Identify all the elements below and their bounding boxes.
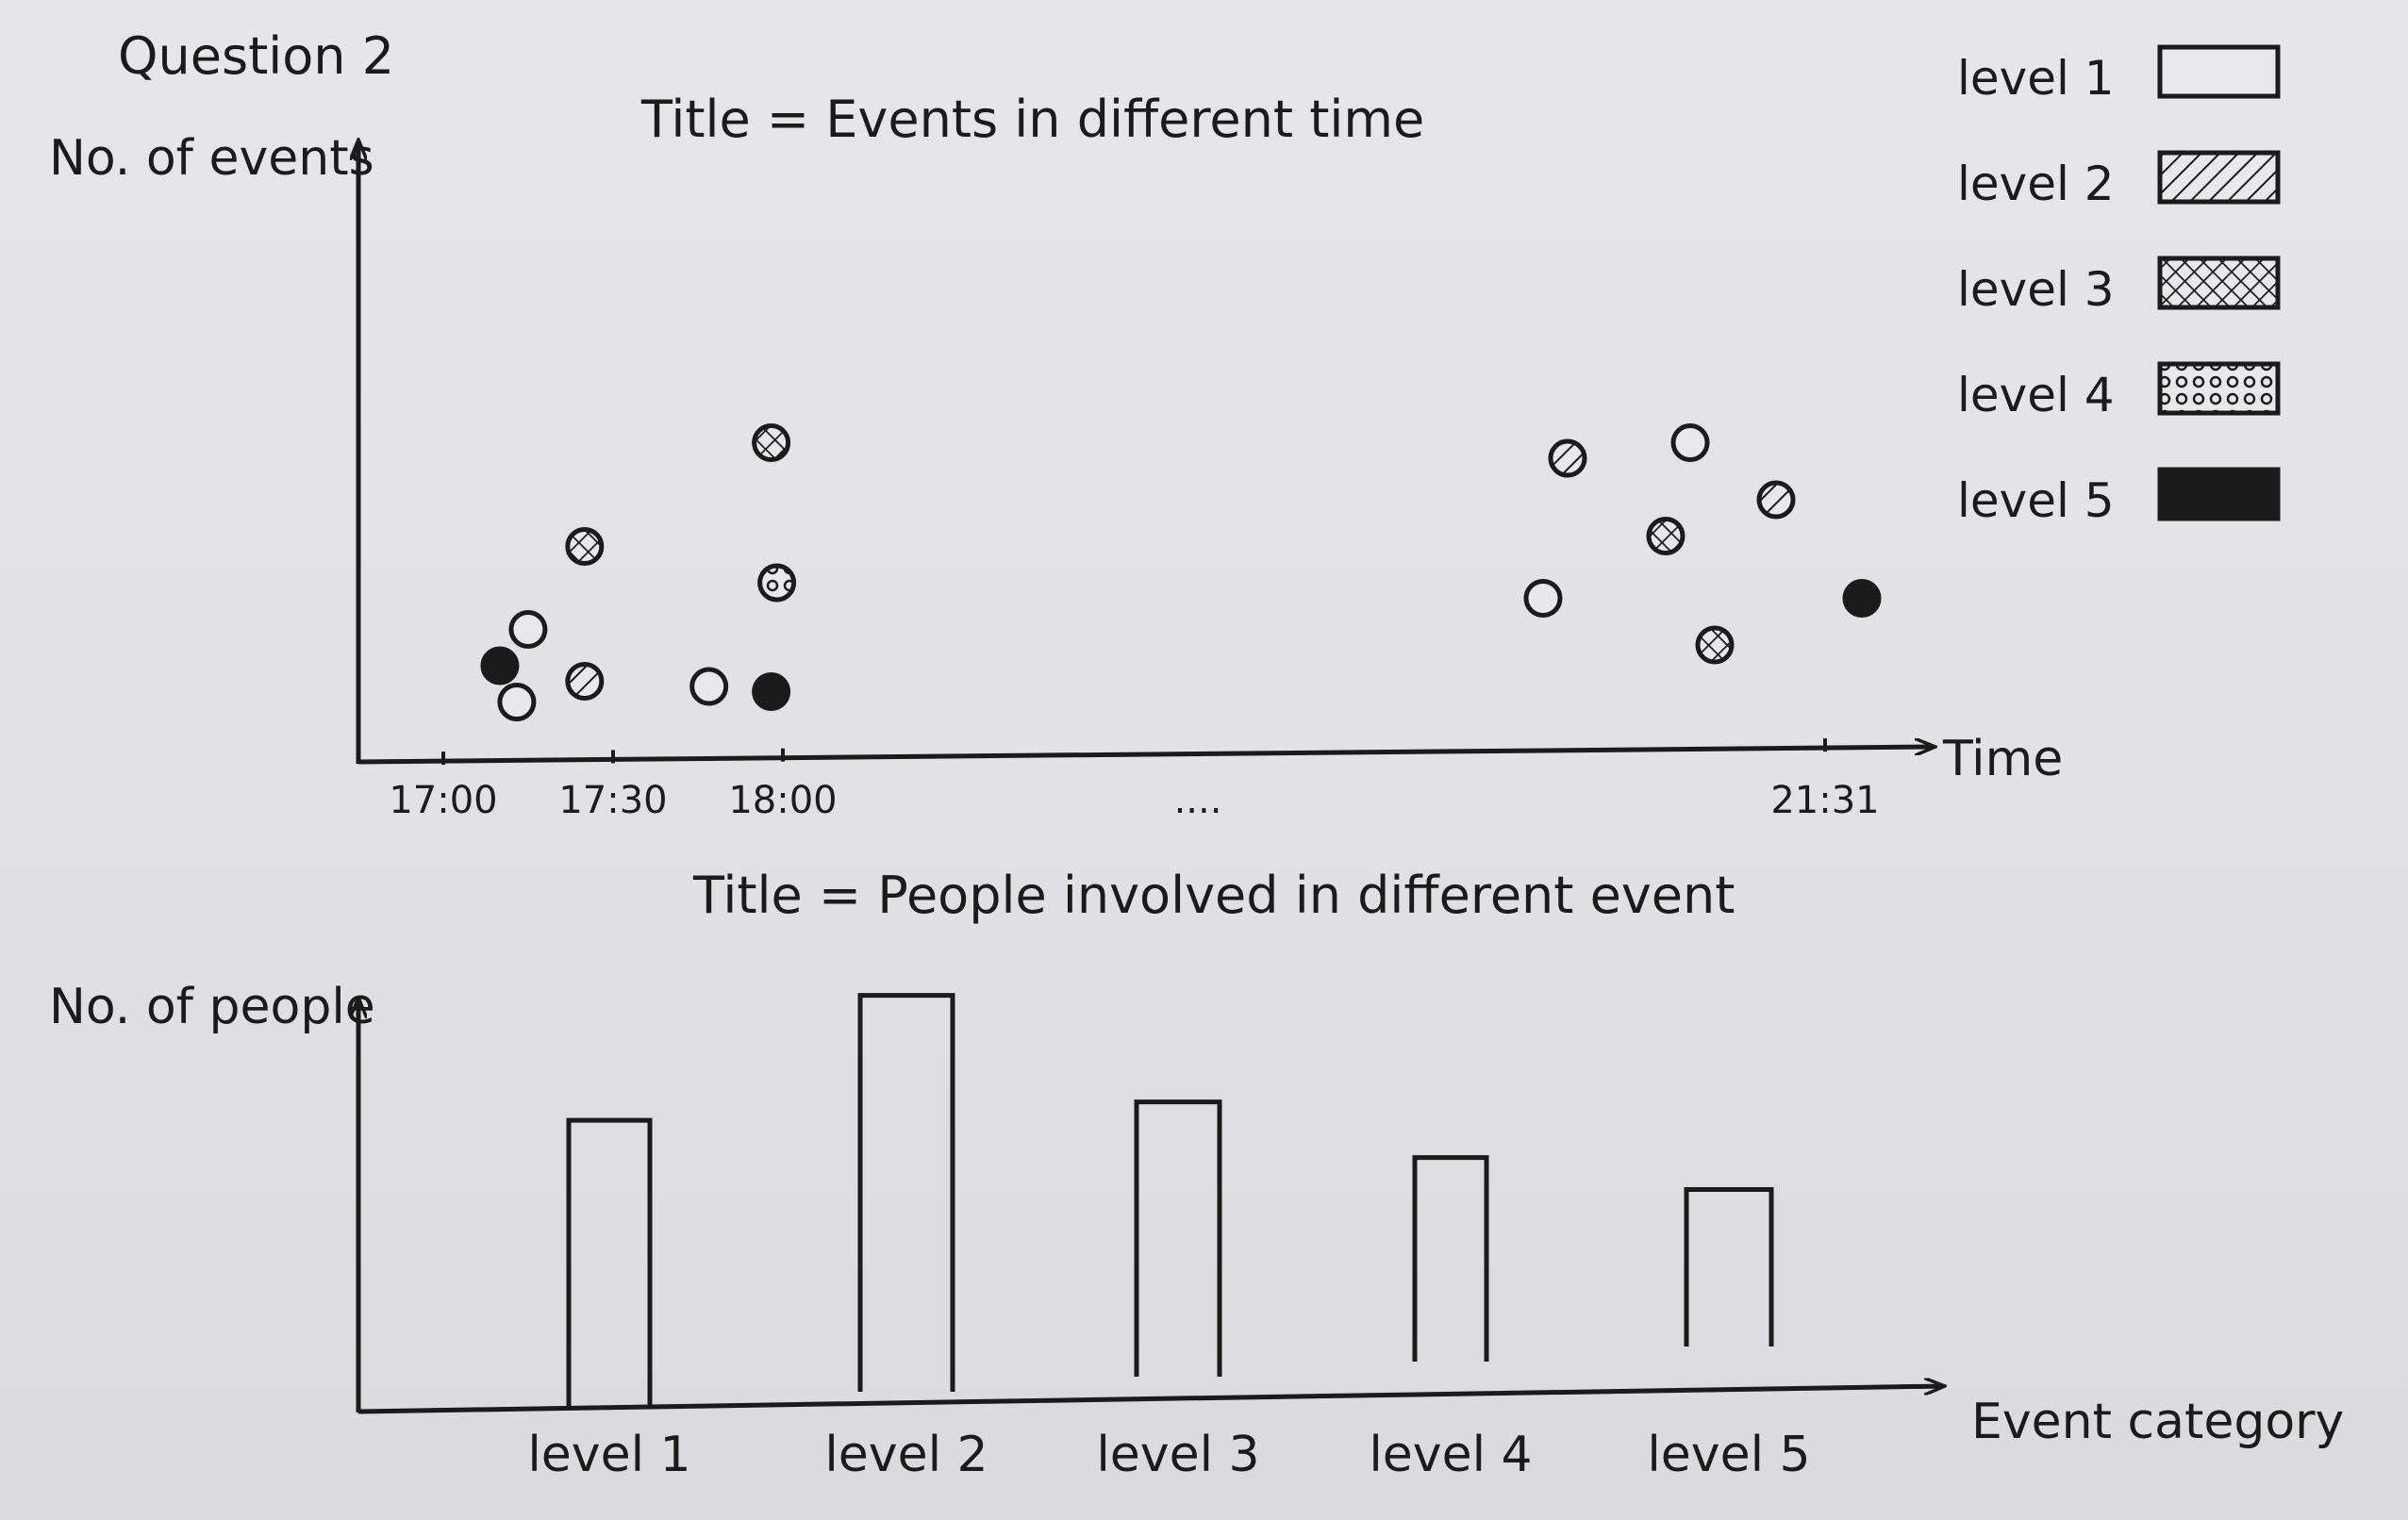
scatter-point-level-2 <box>565 662 605 701</box>
scatter-point-level-1 <box>689 667 729 706</box>
scatter-chart: Title = Events in different time No. of … <box>49 90 2063 822</box>
scatter-x-axis <box>357 747 1934 765</box>
scatter-point-level-5 <box>480 646 520 686</box>
scatter-tick-label: 21:31 <box>1770 779 1879 822</box>
scatter-point-level-1 <box>1670 423 1710 462</box>
scatter-point-level-5 <box>752 672 791 711</box>
bar-category-labels: level 1 level 2 level 3 level 4 level 5 <box>527 1427 1810 1483</box>
bar-2 <box>857 993 955 1392</box>
scatter-title: Title = Events in different time <box>640 90 1424 149</box>
bar-y-axis-label: No. of people <box>49 979 375 1035</box>
scatter-tick-label: .... <box>1174 779 1222 822</box>
legend-label: level 4 <box>1957 368 2115 422</box>
legend-swatch-dots <box>2157 361 2281 416</box>
scatter-point-level-3 <box>1646 517 1686 555</box>
bar-category-label: level 3 <box>1096 1427 1259 1483</box>
legend-label: level 3 <box>1957 262 2115 317</box>
scatter-point-level-1 <box>1523 579 1563 618</box>
bars <box>566 993 1774 1407</box>
scatter-points <box>480 423 1882 721</box>
scatter-point-level-5 <box>1842 579 1882 618</box>
scatter-point-level-3 <box>752 423 791 462</box>
legend-swatch-empty <box>2157 44 2281 99</box>
legend-swatch-crosshatch <box>2157 256 2281 310</box>
bar-category-label: level 2 <box>824 1427 988 1483</box>
legend-label: level 2 <box>1957 157 2115 211</box>
scatter-x-axis-label: Time <box>1942 731 2063 787</box>
bar-5 <box>1684 1187 1774 1347</box>
legend-swatch-solid <box>2157 467 2281 521</box>
bar-3 <box>1134 1099 1222 1377</box>
bar-category-label: level 4 <box>1369 1427 1532 1483</box>
bar-1 <box>566 1117 653 1407</box>
legend-label: level 1 <box>1957 51 2115 106</box>
scatter-point-level-1 <box>508 610 548 649</box>
question-label: Question 2 <box>118 26 394 86</box>
scatter-x-ticks: 17:00 17:30 18:00.... 21:31 <box>389 738 1880 822</box>
scatter-tick-label: 17:30 <box>558 779 667 822</box>
legend-swatch-hatch <box>2157 150 2281 205</box>
legend: level 1 level 2 level 3 level 4 level 5 <box>1957 44 2281 528</box>
scatter-point-level-2 <box>1756 480 1796 520</box>
scatter-point-level-2 <box>1548 438 1587 478</box>
scatter-point-level-3 <box>565 527 605 566</box>
bar-chart: Title = People involved in different eve… <box>49 866 2344 1483</box>
bar-category-label: level 5 <box>1647 1427 1810 1483</box>
scatter-point-level-4 <box>757 563 797 603</box>
scatter-tick-label: 18:00 <box>728 779 837 822</box>
bar-category-label: level 1 <box>527 1427 690 1483</box>
bar-4 <box>1412 1155 1489 1362</box>
bar-x-axis <box>357 1386 1943 1414</box>
scatter-y-axis-label: No. of events <box>49 130 374 187</box>
scatter-point-level-1 <box>497 683 537 721</box>
bar-title: Title = People involved in different eve… <box>692 866 1735 925</box>
scatter-tick-label: 17:00 <box>389 779 497 822</box>
bar-x-axis-label: Event category <box>1971 1394 2344 1450</box>
scatter-point-level-3 <box>1695 625 1735 665</box>
legend-label: level 5 <box>1957 473 2115 528</box>
